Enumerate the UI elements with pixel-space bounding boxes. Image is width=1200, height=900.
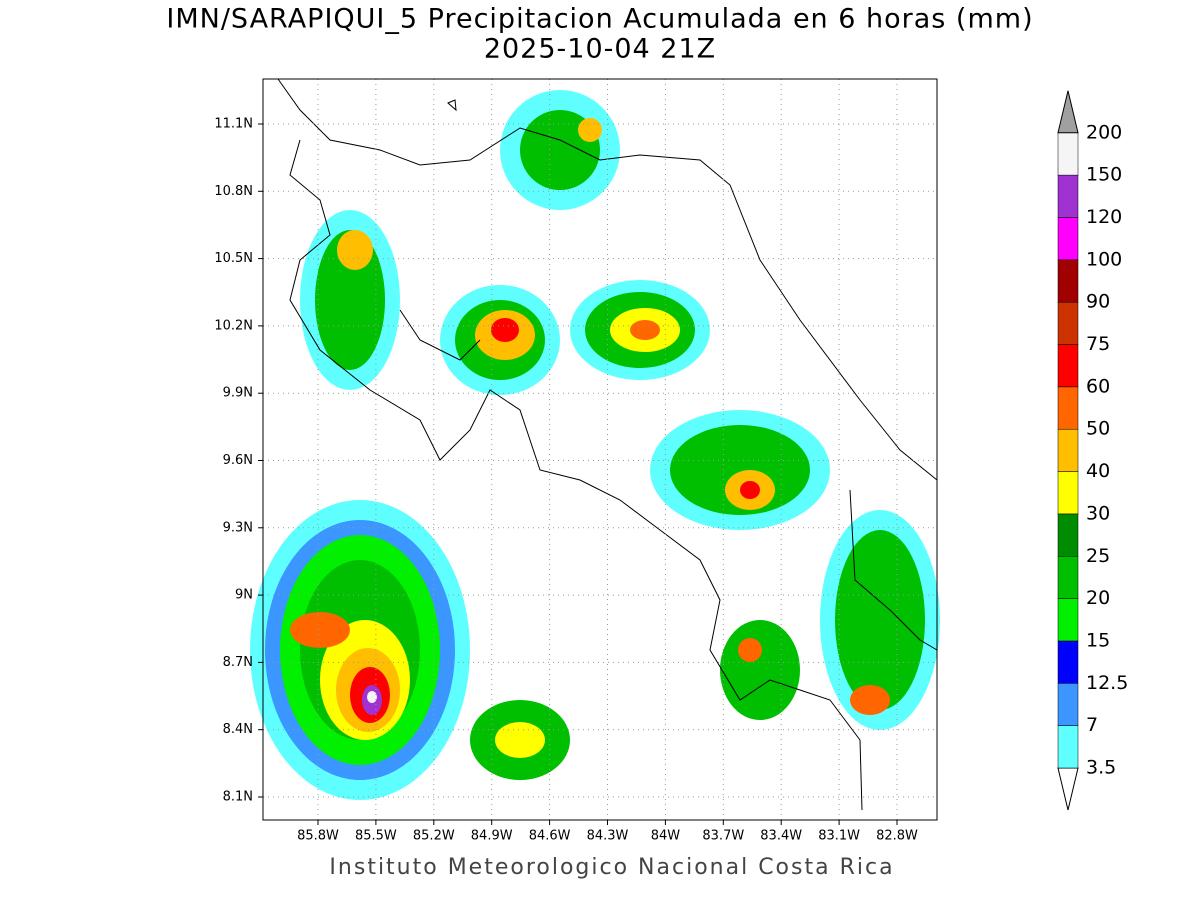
title-line: IMN/SARAPIQUI_5 Precipitacion Acumulada … (166, 4, 1033, 35)
precip-area (337, 230, 373, 270)
colorbar-segment (1057, 683, 1079, 726)
precip-area (720, 620, 800, 720)
colorbar-label: 25 (1086, 545, 1110, 567)
precip-area (670, 425, 810, 515)
precip-area (740, 481, 760, 499)
lon-tick-label: 85.5W (355, 829, 397, 844)
colorbar-label: 60 (1086, 375, 1110, 397)
precip-area (850, 685, 890, 715)
title-line: 2025-10-04 21Z (484, 34, 716, 65)
lon-tick-label: 84.9W (471, 829, 513, 844)
lat-tick-label: 9.3N (223, 520, 253, 535)
precip-area (738, 638, 762, 662)
precip-area (290, 612, 350, 648)
colorbar-segment (1057, 217, 1079, 261)
colorbar-segment (1057, 428, 1079, 472)
lat-tick-label: 10.2N (214, 318, 253, 333)
lat-tick-label: 8.1N (223, 790, 253, 805)
colorbar-segment (1057, 344, 1079, 388)
map-area (250, 78, 940, 821)
lon-tick-label: 84.6W (529, 829, 571, 844)
lat-tick-label: 9.9N (223, 386, 253, 401)
precip-area (315, 230, 385, 370)
colorbar-label: 100 (1086, 248, 1122, 270)
lat-tick-label: 9.6N (223, 453, 253, 468)
colorbar: 3.5 7 12.5 15 20 25 30 40 50 60 75 90 100 120 150 200 (1057, 90, 1128, 811)
colorbar-label: 12.5 (1086, 672, 1128, 694)
colorbar-segment (1057, 513, 1079, 557)
lat-tick-label: 10.8N (214, 184, 253, 199)
colorbar-segment (1057, 259, 1079, 303)
colorbar-segment (1057, 174, 1079, 218)
colorbar-label: 150 (1086, 164, 1122, 186)
colorbar-label: 120 (1086, 206, 1122, 228)
precip-area (495, 722, 545, 758)
lat-tick-label: 9N (235, 588, 253, 603)
colorbar-label: 40 (1086, 460, 1110, 482)
colorbar-segment (1057, 132, 1079, 176)
colorbar-label: 50 (1086, 418, 1110, 440)
precip-field (250, 90, 940, 800)
coastline (277, 78, 938, 811)
lat-tick-label: 10.5N (214, 251, 253, 266)
lon-tick-label: 82.8W (876, 829, 918, 844)
lon-tick-label: 83.1W (818, 829, 860, 844)
footer: Instituto Meteorologico Nacional Costa R… (329, 855, 894, 880)
colorbar-segment (1057, 598, 1079, 642)
precip-area (578, 118, 602, 142)
colorbar-label: 7 (1086, 714, 1098, 736)
precip-area (835, 530, 925, 710)
lon-tick-label: 83.7W (702, 829, 744, 844)
precip-area (491, 318, 519, 342)
precip-area (367, 691, 377, 703)
lon-tick-label: 85.2W (413, 829, 455, 844)
colorbar-segment (1057, 725, 1079, 769)
colorbar-triangle (1057, 90, 1079, 134)
colorbar-triangle (1057, 767, 1079, 811)
colorbar-label: 90 (1086, 291, 1110, 313)
colorbar-segment (1057, 471, 1079, 515)
lat-tick-label: 8.4N (223, 722, 253, 737)
colorbar-segment (1057, 640, 1079, 684)
colorbar-segment (1057, 386, 1079, 430)
colorbar-segment (1057, 556, 1079, 599)
graticule (263, 79, 937, 820)
colorbar-label: 200 (1086, 121, 1122, 143)
lon-tick-label: 83.4W (760, 829, 802, 844)
lat-tick-label: 8.7N (223, 655, 253, 670)
lon-tick-label: 85.8W (297, 829, 339, 844)
lat-tick-label: 11.1N (214, 117, 253, 132)
colorbar-label: 3.5 (1086, 757, 1116, 779)
precip-area (630, 320, 660, 340)
colorbar-segment (1057, 301, 1079, 345)
colorbar-label: 30 (1086, 502, 1110, 524)
map-frame (262, 78, 938, 821)
colorbar-label: 15 (1086, 629, 1110, 651)
lon-tick-label: 84W (651, 829, 681, 844)
colorbar-label: 75 (1086, 333, 1110, 355)
colorbar-label: 20 (1086, 587, 1110, 609)
lon-tick-label: 84.3W (587, 829, 629, 844)
